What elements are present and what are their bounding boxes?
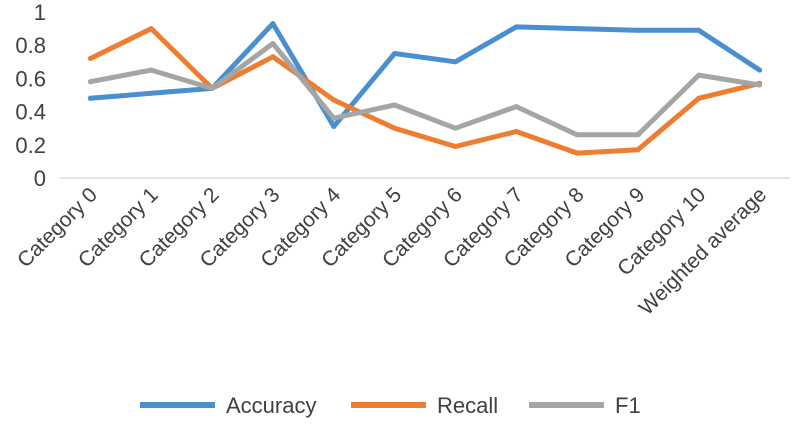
data-point xyxy=(392,102,398,108)
data-point xyxy=(87,95,93,101)
y-tick-label: 0 xyxy=(34,166,46,191)
data-point xyxy=(392,51,398,56)
data-point xyxy=(270,21,276,27)
data-point xyxy=(696,27,702,33)
data-point xyxy=(331,124,337,129)
data-point xyxy=(513,104,519,110)
series-line-recall xyxy=(87,26,763,156)
data-point xyxy=(696,95,702,101)
data-point xyxy=(574,132,580,138)
data-point xyxy=(452,59,458,65)
y-tick-label: 0.4 xyxy=(15,100,46,125)
data-point xyxy=(452,125,458,131)
series-line-accuracy xyxy=(87,21,763,129)
data-point xyxy=(574,150,580,156)
data-point xyxy=(87,79,93,85)
data-point xyxy=(635,27,641,33)
data-point xyxy=(392,125,398,131)
y-tick-label: 0.8 xyxy=(15,33,46,58)
legend-label: F1 xyxy=(615,393,641,418)
data-point xyxy=(270,54,276,60)
data-point xyxy=(513,129,519,134)
data-point xyxy=(87,56,93,61)
data-point xyxy=(331,115,337,121)
data-point xyxy=(148,67,154,73)
data-point xyxy=(635,132,641,138)
y-tick-label: 0.6 xyxy=(15,66,46,91)
series-layer xyxy=(87,21,763,156)
data-point xyxy=(148,26,154,32)
data-point xyxy=(452,144,458,149)
legend-label: Recall xyxy=(437,393,498,418)
data-point xyxy=(757,82,763,88)
data-point xyxy=(209,85,215,91)
data-point xyxy=(757,67,763,73)
data-point xyxy=(513,24,519,30)
legend: Accuracy Recall F1 xyxy=(140,393,641,418)
legend-label: Accuracy xyxy=(226,393,316,418)
series-line-f1 xyxy=(87,41,763,138)
y-axis: 0 0.2 0.4 0.6 0.8 1 xyxy=(15,0,46,191)
data-point xyxy=(148,90,154,96)
data-point xyxy=(331,97,337,103)
y-tick-label: 0.2 xyxy=(15,133,46,158)
data-point xyxy=(696,72,702,78)
data-point xyxy=(574,26,580,32)
data-point xyxy=(270,41,276,46)
y-tick-label: 1 xyxy=(34,0,46,25)
data-point xyxy=(635,147,641,153)
